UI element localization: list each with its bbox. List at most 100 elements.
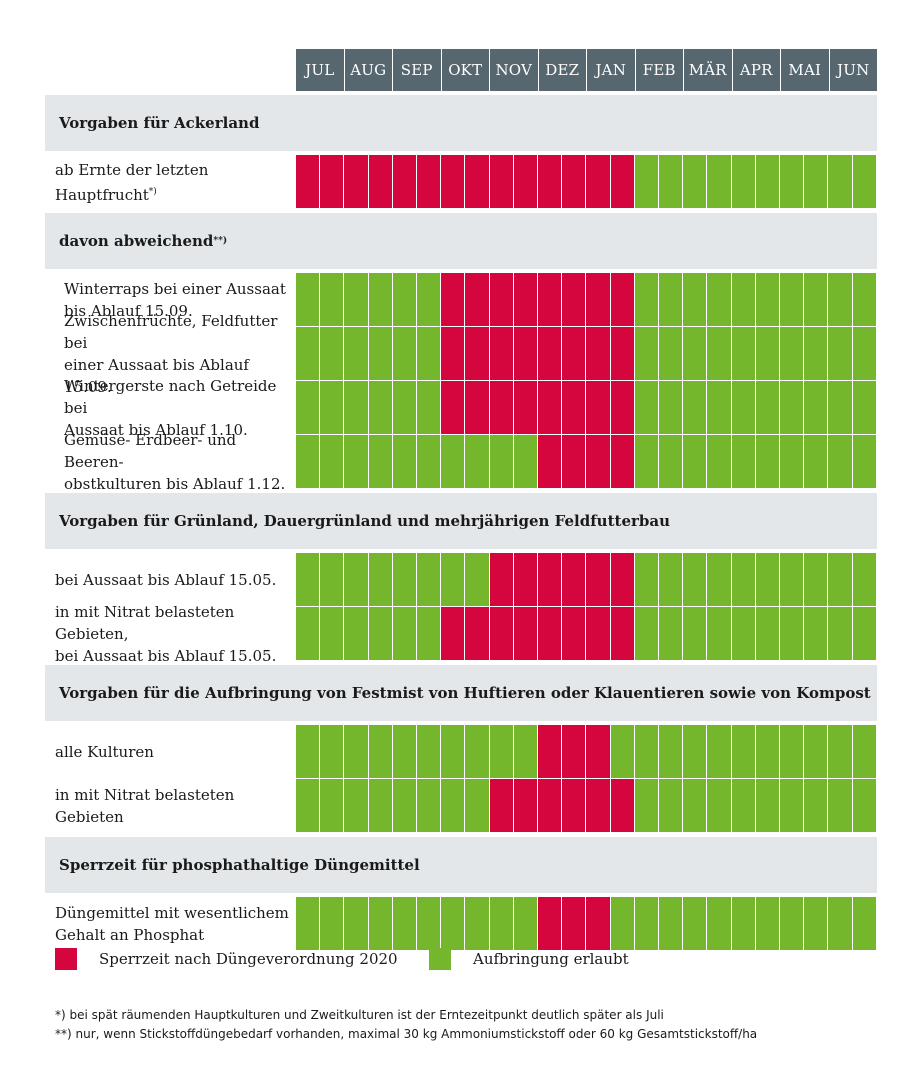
cell-sperrzeit [610, 779, 635, 833]
legend-item-sperrzeit: Sperrzeit nach Düngeverordnung 2020 [55, 948, 398, 970]
cell-erlaubt [489, 435, 514, 489]
cell-sperrzeit [538, 725, 563, 779]
row-label: in mit Nitrat belasteten Gebieten, bei A… [45, 603, 296, 665]
cell-erlaubt [755, 897, 781, 951]
cell-erlaubt [683, 725, 708, 779]
cell-erlaubt [731, 607, 756, 661]
cell-erlaubt [804, 435, 829, 489]
cell-erlaubt [368, 273, 393, 327]
cell-erlaubt [417, 897, 442, 951]
cell-erlaubt [392, 435, 418, 489]
footnote-1: *) bei spät räumenden Hauptkulturen und … [55, 1008, 664, 1022]
cell-sperrzeit [465, 381, 490, 435]
cell-erlaubt [804, 327, 829, 381]
footnote-2: **) nur, wenn Stickstoffdüngebedarf vorh… [55, 1027, 758, 1041]
cell-erlaubt [828, 273, 853, 327]
month-mär: MÄR [684, 49, 733, 91]
cell-sperrzeit [513, 327, 539, 381]
cell-erlaubt [634, 553, 660, 607]
cell-erlaubt [731, 435, 756, 489]
cell-erlaubt [320, 327, 345, 381]
month-aug: AUG [344, 49, 393, 91]
cell-sperrzeit [489, 553, 514, 607]
cell-sperrzeit [562, 381, 587, 435]
cell-sperrzeit [562, 607, 587, 661]
cell-sperrzeit [465, 155, 490, 209]
table-row: in mit Nitrat belasteten Gebieten [45, 779, 877, 833]
cell-sperrzeit [586, 553, 611, 607]
cell-erlaubt [368, 779, 393, 833]
cell-erlaubt [828, 327, 853, 381]
cell-sperrzeit [344, 155, 369, 209]
legend-swatch-erlaubt [429, 948, 451, 970]
cell-sperrzeit [489, 327, 514, 381]
cell-sperrzeit [441, 327, 466, 381]
cell-sperrzeit [538, 779, 563, 833]
cell-sperrzeit [513, 607, 539, 661]
cell-erlaubt [344, 897, 369, 951]
cell-erlaubt [392, 273, 418, 327]
cell-erlaubt [828, 553, 853, 607]
cell-erlaubt [659, 155, 684, 209]
cell-erlaubt [780, 897, 805, 951]
cell-erlaubt [780, 273, 805, 327]
cell-erlaubt [344, 779, 369, 833]
cell-sperrzeit [513, 155, 539, 209]
cell-erlaubt [707, 779, 732, 833]
month-nov: NOV [490, 49, 539, 91]
cell-erlaubt [659, 897, 684, 951]
cell-erlaubt [707, 327, 732, 381]
month-jun: JUN [829, 49, 877, 91]
cell-erlaubt [465, 553, 490, 607]
cell-erlaubt [731, 273, 756, 327]
month-jan: JAN [587, 49, 636, 91]
row-label-text: in mit Nitrat belasteten Gebieten, bei A… [55, 603, 277, 665]
cell-erlaubt [828, 779, 853, 833]
cell-sperrzeit [586, 381, 611, 435]
cell-erlaubt [804, 607, 829, 661]
cell-sperrzeit [465, 327, 490, 381]
cell-erlaubt [828, 435, 853, 489]
cell-erlaubt [755, 779, 781, 833]
cell-erlaubt [634, 779, 660, 833]
cell-erlaubt [683, 435, 708, 489]
cell-erlaubt [368, 435, 393, 489]
cell-sperrzeit [489, 607, 514, 661]
table-row: Zwischenfrüchte, Feldfutter bei einer Au… [45, 312, 877, 396]
row-cells [296, 273, 877, 327]
footnotes: *) bei spät räumenden Hauptkulturen und … [55, 1006, 757, 1044]
cell-sperrzeit [513, 779, 539, 833]
table-row: Wintergerste nach Getreide bei Aussaat b… [45, 377, 877, 439]
cell-erlaubt [755, 553, 781, 607]
section-title: Vorgaben für Ackerland [45, 95, 877, 151]
cell-erlaubt [780, 725, 805, 779]
cell-erlaubt [731, 553, 756, 607]
cell-erlaubt [852, 725, 877, 779]
cell-erlaubt [634, 725, 660, 779]
table-row: Gemüse- Erdbeer- und Beeren- obstkulture… [45, 431, 877, 493]
row-label: Düngemittel mit wesentlichem Gehalt an P… [45, 897, 296, 951]
cell-sperrzeit [586, 155, 611, 209]
row-label-text: alle Kulturen [55, 743, 154, 761]
cell-erlaubt [610, 897, 635, 951]
cell-erlaubt [344, 607, 369, 661]
cell-erlaubt [320, 779, 345, 833]
section-title-text: Vorgaben für Grünland, Dauergrünland und… [59, 512, 671, 530]
cell-sperrzeit [441, 381, 466, 435]
row-cells [296, 381, 877, 435]
cell-sperrzeit [538, 155, 563, 209]
row-cells [296, 327, 877, 381]
cell-erlaubt [417, 327, 442, 381]
cell-erlaubt [659, 725, 684, 779]
cell-erlaubt [683, 155, 708, 209]
cell-erlaubt [392, 779, 418, 833]
cell-erlaubt [659, 273, 684, 327]
cell-erlaubt [828, 381, 853, 435]
row-label: bei Aussaat bis Ablauf 15.05. [45, 553, 296, 607]
cell-erlaubt [465, 435, 490, 489]
cell-erlaubt [780, 435, 805, 489]
cell-sperrzeit [513, 553, 539, 607]
cell-erlaubt [465, 897, 490, 951]
cell-sperrzeit [441, 607, 466, 661]
cell-erlaubt [441, 725, 466, 779]
